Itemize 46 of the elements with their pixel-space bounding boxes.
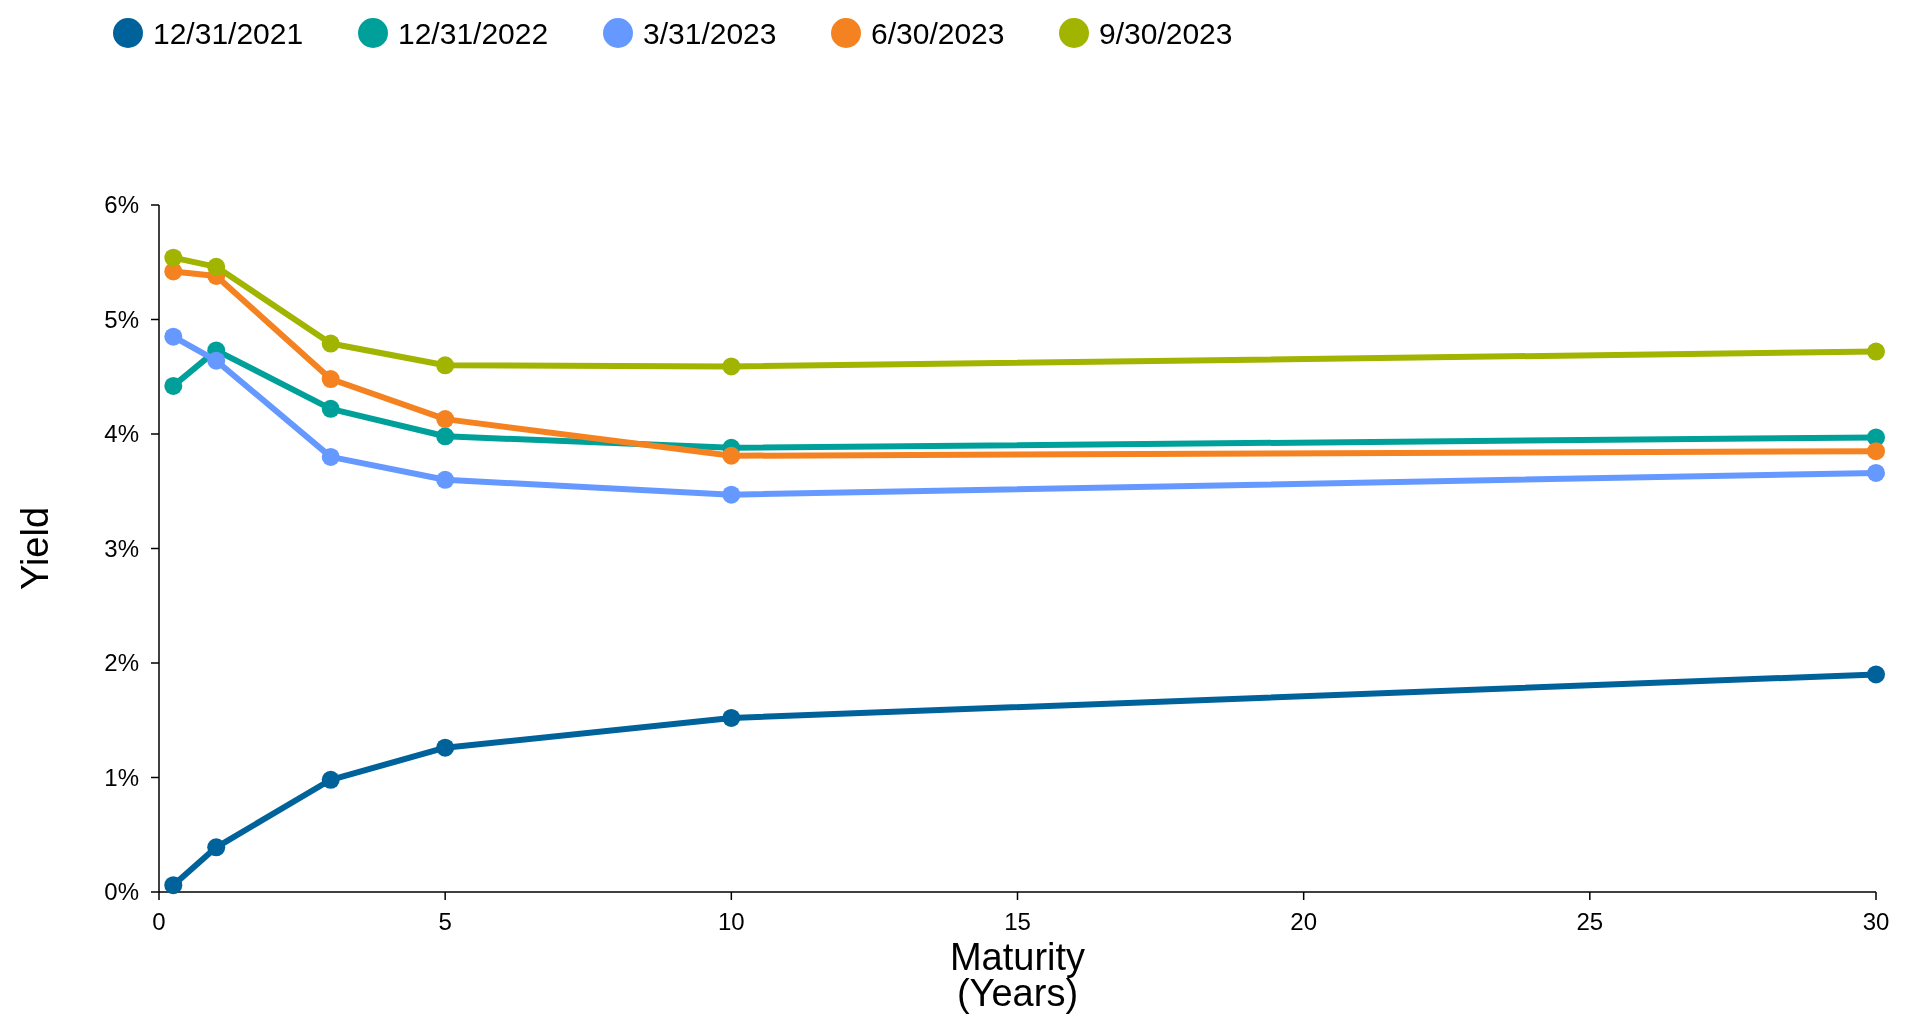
- legend-label: 12/31/2021: [153, 16, 304, 50]
- point: [321, 334, 340, 353]
- point: [164, 876, 183, 895]
- point: [436, 738, 455, 757]
- point: [722, 485, 741, 504]
- point: [207, 257, 226, 276]
- point: [436, 427, 455, 446]
- point: [164, 327, 183, 346]
- legend-label: 6/30/2023: [871, 16, 1005, 50]
- point: [1867, 342, 1885, 361]
- point: [1867, 463, 1885, 482]
- y-tick-label: 3%: [104, 534, 139, 562]
- y-axis-title: Yield: [14, 506, 56, 591]
- point: [722, 708, 741, 727]
- point: [436, 410, 455, 429]
- point: [164, 248, 183, 267]
- point: [321, 399, 340, 418]
- point: [164, 376, 183, 395]
- x-tick-label: 0: [152, 908, 166, 935]
- point: [436, 356, 455, 375]
- x-tick-label: 30: [1862, 908, 1890, 935]
- point: [321, 447, 340, 466]
- x-tick-label: 15: [1004, 908, 1031, 935]
- legend-label: 9/30/2023: [1099, 16, 1233, 50]
- y-tick-label: 2%: [104, 649, 139, 677]
- point: [722, 357, 741, 376]
- point: [207, 351, 226, 370]
- point: [722, 446, 741, 465]
- x-tick-label: 10: [717, 908, 745, 935]
- y-tick-label: 6%: [104, 191, 139, 219]
- y-tick-label: 0%: [104, 878, 139, 906]
- point: [1867, 442, 1885, 461]
- point: [321, 770, 340, 789]
- x-axis-title: Maturity (Years): [949, 936, 1086, 1014]
- x-tick-label: 25: [1576, 908, 1604, 935]
- y-tick-label: 1%: [104, 763, 139, 791]
- x-tick-label: 5: [438, 908, 452, 935]
- point: [207, 838, 226, 857]
- y-tick-label: 4%: [104, 420, 139, 448]
- legend-label: 3/31/2023: [643, 16, 777, 50]
- legend-label: 12/31/2022: [398, 16, 549, 50]
- x-tick-label: 20: [1290, 908, 1318, 935]
- point: [321, 370, 340, 389]
- point: [1867, 665, 1885, 684]
- point: [436, 470, 455, 489]
- y-tick-label: 5%: [104, 305, 139, 333]
